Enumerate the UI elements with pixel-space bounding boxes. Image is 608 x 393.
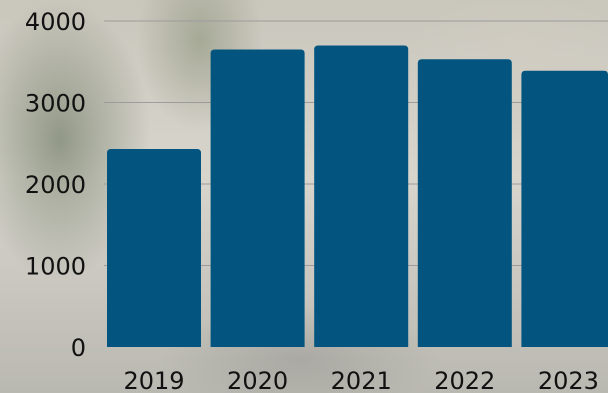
y-tick-label: 0	[71, 334, 86, 362]
y-axis-ticks: 0 1000 2000 3000 4000	[25, 8, 86, 362]
x-tick-label: 2023	[538, 367, 599, 393]
bars	[107, 45, 608, 348]
x-tick-label: 2019	[123, 367, 184, 393]
bar-2022	[417, 59, 512, 348]
x-tick-label: 2021	[331, 367, 392, 393]
y-tick-label: 2000	[25, 171, 86, 199]
y-tick-label: 4000	[25, 8, 86, 36]
x-tick-label: 2020	[227, 367, 288, 393]
y-tick-label: 3000	[25, 90, 86, 118]
bar-2020	[210, 49, 305, 348]
y-tick-label: 1000	[25, 253, 86, 281]
bar-2021	[314, 45, 409, 347]
bar-2023	[521, 70, 608, 347]
bar-2019	[107, 148, 201, 347]
x-axis-ticks: 2019 2020 2021 2022 2023	[123, 367, 598, 393]
x-tick-label: 2022	[434, 367, 495, 393]
